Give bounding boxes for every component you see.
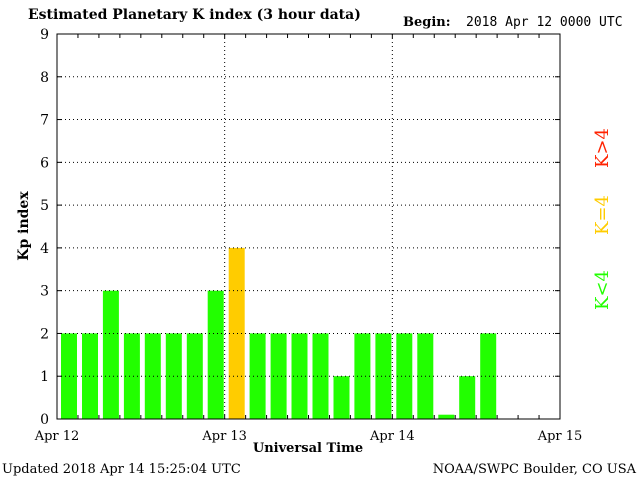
kp-bar [291,333,308,419]
updated-footer: Updated 2018 Apr 14 15:25:04 UTC [2,462,241,477]
kp-bar [333,376,350,419]
y-tick-label: 3 [40,284,49,300]
kp-bar [228,247,245,419]
y-tick-label: 5 [40,198,49,214]
source-footer: NOAA/SWPC Boulder, CO USA [433,462,637,477]
x-axis-label: Universal Time [253,441,363,456]
kp-bar [354,333,371,419]
y-tick-label: 7 [40,113,49,129]
kp-bar [270,333,287,419]
y-tick-label: 2 [40,326,49,342]
y-tick-label: 1 [40,369,49,385]
kp-bar [396,333,413,419]
kp-bar [123,333,140,419]
kp-bar [312,333,329,419]
kp-bar [480,333,497,419]
x-tick-label: Apr 13 [201,429,247,444]
y-tick-label: 6 [40,155,49,171]
kp-bar [102,290,119,419]
kp-bar [144,333,161,419]
bars-group [61,247,497,419]
y-tick-label: 8 [40,70,49,86]
kp-bar [459,376,476,419]
y-tick-label: 0 [40,412,49,428]
legend-above4: K>4 [592,128,613,168]
begin-value: 2018 Apr 12 0000 UTC [466,15,623,30]
legend-below4: K<4 [592,270,613,310]
y-tick-label: 4 [40,241,49,257]
x-tick-label: Apr 14 [369,429,415,444]
kp-bar [207,290,224,419]
x-tick-labels: Apr 12 Apr 13 Apr 14 Apr 15 [34,429,583,444]
kp-bar [186,333,203,419]
x-tick-label: Apr 15 [537,429,583,444]
y-tick-labels: 0 1 2 3 4 5 6 7 8 9 [40,27,49,428]
y-axis-label: Kp index [16,191,32,261]
kp-bar [438,414,455,419]
kp-bar [375,333,392,419]
plot-frame [56,33,561,420]
chart-title: Estimated Planetary K index (3 hour data… [28,7,361,23]
y-tick-label: 9 [40,27,49,43]
begin-label: Begin: [403,15,451,30]
x-tick-label: Apr 12 [34,429,80,444]
legend-equal4: K=4 [592,195,613,235]
